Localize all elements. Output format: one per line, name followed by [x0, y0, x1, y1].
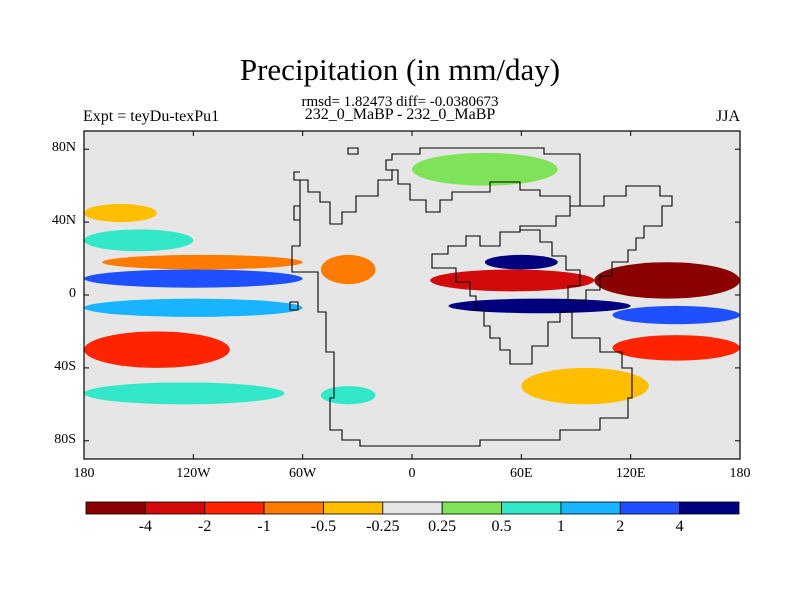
colorbar-swatch — [263, 501, 324, 515]
x-tick-label: 0 — [408, 466, 416, 481]
x-tick-label: 180 — [729, 466, 751, 481]
precip-anomaly-region-13 — [521, 367, 649, 405]
colorbar-tick-label: 0.5 — [491, 518, 512, 535]
colorbar-swatch — [323, 501, 384, 515]
colorbar-swatch — [382, 501, 443, 515]
y-tick-label: 80N — [51, 140, 76, 156]
colorbar-swatch — [85, 501, 146, 515]
precip-anomaly-region-0 — [84, 269, 303, 288]
axis-ticks — [83, 131, 741, 459]
precip-anomaly-region-6 — [84, 382, 285, 405]
colorbar-swatch — [619, 501, 681, 515]
y-tick-label: 80S — [54, 431, 76, 447]
colorbar — [85, 501, 740, 515]
x-tick-label: 180 — [73, 466, 95, 481]
continent-outline — [289, 147, 673, 447]
precip-anomaly-region-3 — [84, 229, 194, 252]
experiment-label: Expt = teyDu-texPu1 — [83, 108, 220, 125]
colorbar-swatch — [441, 501, 502, 515]
precip-anomaly-region-7 — [430, 269, 595, 292]
colorbar-swatch — [144, 501, 206, 515]
colorbar-tick-label: -0.5 — [310, 518, 337, 535]
season-label: JJA — [715, 108, 740, 125]
precip-anomaly-region-11 — [612, 305, 740, 325]
precip-anomaly-region-8 — [484, 254, 558, 270]
x-tick-label: 120W — [176, 466, 211, 481]
colorbar-tick-label: -4 — [138, 518, 153, 535]
case-label: 232_0_MaBP - 232_0_MaBP — [304, 106, 496, 123]
colorbar-tick-label: 2 — [616, 518, 625, 535]
colorbar-swatch — [501, 501, 562, 515]
y-tick-label: 40S — [54, 358, 76, 374]
colorbar-tick-label: -0.25 — [366, 518, 400, 535]
precip-anomaly-region-15 — [412, 152, 558, 186]
x-tick-label: 60W — [289, 466, 317, 481]
precip-anomaly-region-14 — [320, 254, 376, 285]
precip-anomaly-region-2 — [102, 254, 303, 270]
colorbar-swatch — [679, 501, 740, 515]
precip-anomaly-region-9 — [448, 298, 631, 314]
precipitation-fill-layer — [84, 131, 740, 459]
colorbar-tick-label: 4 — [675, 518, 684, 535]
colorbar-tick-label: -1 — [257, 518, 271, 535]
precip-anomaly-region-5 — [84, 331, 230, 368]
precip-anomaly-region-1 — [84, 298, 303, 317]
x-tick-label: 120E — [615, 466, 646, 481]
colorbar-tick-label: 0.25 — [428, 518, 457, 535]
precip-anomaly-region-12 — [612, 335, 740, 361]
precip-anomaly-region-10 — [594, 262, 740, 299]
colorbar-tick-label: 1 — [556, 518, 565, 535]
plot-title: Precipitation (in mm/day) — [239, 52, 561, 87]
y-tick-label: 40N — [51, 213, 76, 229]
colorbar-swatch — [560, 501, 621, 515]
colorbar-swatch — [204, 501, 265, 515]
precip-anomaly-region-16 — [320, 386, 376, 405]
precip-anomaly-region-4 — [84, 203, 157, 223]
colorbar-tick-label: -2 — [198, 518, 212, 535]
x-tick-label: 60E — [510, 466, 533, 481]
rmsd-diff-stats: rmsd= 1.82473 diff= -0.0380673 — [301, 94, 499, 110]
y-tick-label: 0 — [69, 286, 76, 301]
